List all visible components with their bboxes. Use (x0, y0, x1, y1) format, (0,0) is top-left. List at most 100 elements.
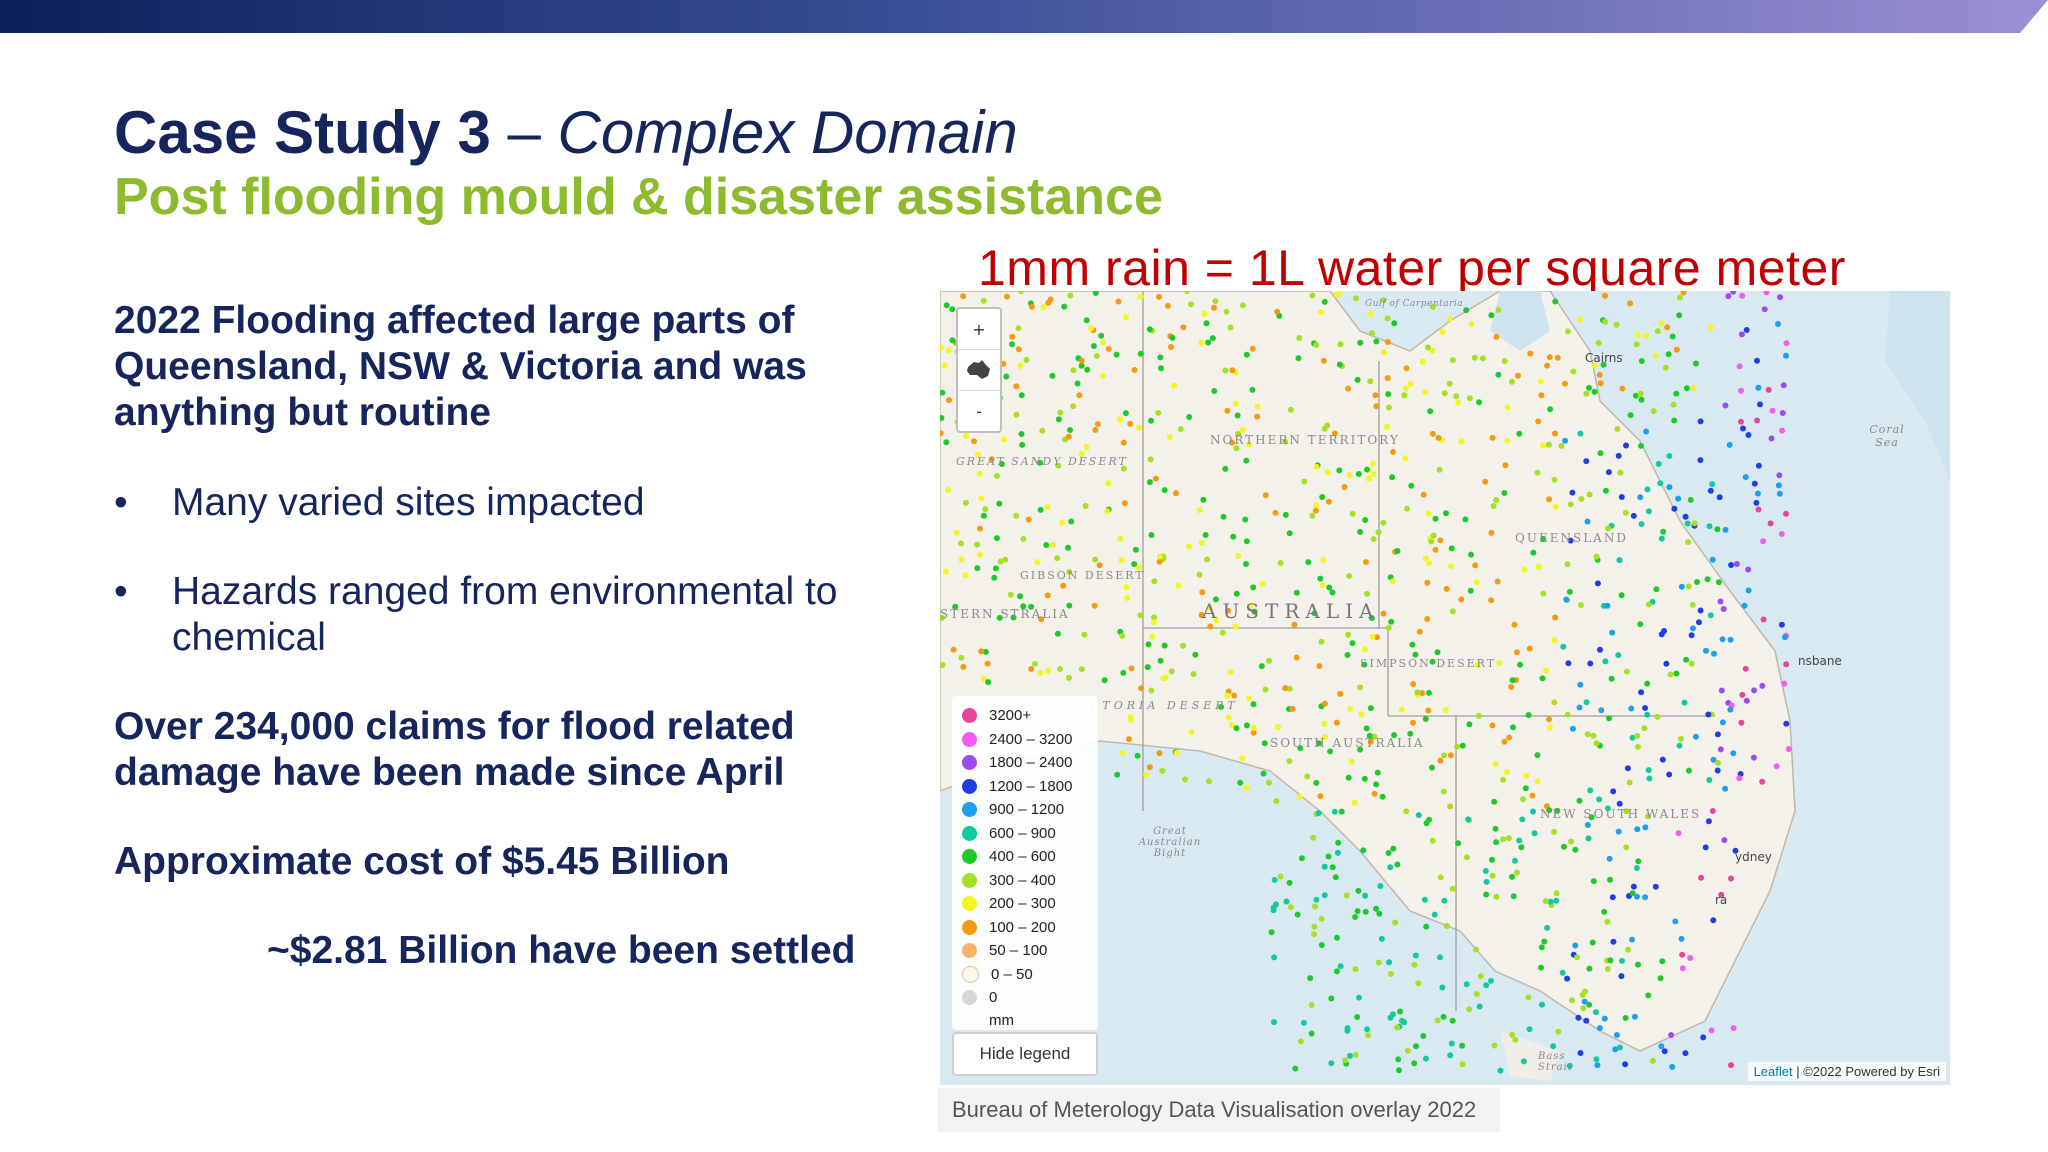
station-dot (1535, 563, 1542, 570)
station-dot (1751, 687, 1758, 694)
station-dot (1206, 778, 1213, 785)
station-dot (1120, 439, 1127, 446)
map-canvas[interactable] (940, 291, 1950, 1085)
station-dot (1366, 475, 1372, 482)
station-dot (1243, 784, 1250, 791)
station-dot (1286, 758, 1293, 765)
station-dot (1520, 1058, 1527, 1065)
label-australia: AUSTRALIA (1202, 599, 1380, 623)
station-dot (1018, 431, 1025, 437)
station-dot (1727, 706, 1734, 713)
station-dot (1293, 589, 1300, 596)
station-dot (1282, 685, 1289, 692)
station-dot (1589, 939, 1596, 946)
label-coral-sea: Coral Sea (1869, 423, 1905, 449)
station-dot (1121, 500, 1128, 507)
station-dot (1657, 480, 1664, 487)
station-dot (1697, 418, 1704, 425)
station-dot (1675, 830, 1682, 837)
station-dot (1113, 351, 1120, 358)
station-dot (980, 297, 987, 304)
station-dot (1065, 433, 1072, 440)
station-dot (1540, 442, 1546, 449)
zoom-out-button[interactable]: - (976, 401, 982, 421)
station-dot (1318, 942, 1325, 948)
station-dot (1341, 484, 1348, 490)
station-dot (988, 456, 995, 463)
station-dot (1235, 552, 1242, 559)
station-dot (1239, 755, 1246, 762)
station-dot (1742, 665, 1749, 672)
station-dot (1413, 1043, 1419, 1050)
station-dot (1443, 585, 1450, 592)
station-dot (1596, 796, 1603, 803)
station-dot (1353, 295, 1359, 302)
station-dot (1384, 339, 1391, 345)
legend-rows: 3200+ 2400 – 3200 1800 – 2400 1200 – 1800 90… (962, 704, 1088, 1010)
station-dot (1514, 649, 1520, 656)
station-dot (1652, 352, 1659, 359)
station-dot (1164, 302, 1171, 309)
zoom-in-button[interactable]: + (958, 309, 1000, 350)
station-dot (1736, 775, 1743, 782)
station-dot (1662, 364, 1669, 371)
station-dot (1345, 385, 1352, 392)
station-dot (1566, 1062, 1573, 1069)
station-dot (1401, 1019, 1408, 1026)
station-dot (1078, 666, 1085, 673)
station-dot (1119, 632, 1126, 639)
station-dot (1722, 402, 1729, 409)
station-dot (976, 525, 983, 532)
station-dot (1458, 596, 1465, 603)
bullet-marker: • (114, 570, 128, 613)
station-dot (1773, 763, 1780, 770)
station-dot (1128, 665, 1135, 672)
station-dot (1441, 390, 1448, 397)
station-dot (1220, 513, 1227, 520)
station-dot (1581, 998, 1588, 1005)
station-dot (1311, 931, 1318, 938)
station-dot (1186, 414, 1193, 420)
station-dot (1313, 779, 1320, 786)
station-dot (1082, 503, 1089, 509)
station-dot (1333, 719, 1340, 726)
station-dot (949, 337, 956, 344)
station-dot (1397, 1008, 1403, 1015)
station-dot (950, 646, 957, 653)
station-dot (1125, 736, 1132, 743)
station-dot (1634, 743, 1641, 750)
station-dot (1547, 406, 1554, 413)
station-dot (1380, 297, 1387, 304)
station-dot (1512, 857, 1518, 864)
station-dot (1321, 298, 1328, 305)
legend-label: 1200 – 1800 (989, 777, 1073, 795)
station-dot (1564, 561, 1571, 568)
station-dot (1708, 324, 1714, 331)
station-dot (1207, 623, 1214, 630)
claims-paragraph: Over 234,000 claims for flood related da… (114, 704, 795, 796)
station-dot (1132, 546, 1139, 553)
australia-reset-icon[interactable] (958, 350, 1000, 391)
station-dot (1148, 532, 1155, 538)
station-dot (1584, 731, 1591, 738)
hide-legend-button[interactable]: Hide legend (952, 1032, 1098, 1076)
station-dot (1212, 596, 1219, 603)
station-dot (1313, 502, 1320, 509)
station-dot (991, 574, 998, 581)
station-dot (1144, 664, 1151, 671)
station-dot (1317, 793, 1324, 800)
station-dot (1229, 722, 1235, 728)
station-dot (1613, 1032, 1620, 1038)
leaflet-link[interactable]: Leaflet (1753, 1064, 1793, 1079)
station-dot (1545, 441, 1552, 448)
legend-label: 900 – 1200 (989, 801, 1065, 819)
station-dot (1335, 839, 1342, 846)
station-dot (1730, 1025, 1737, 1032)
station-dot (1352, 1051, 1359, 1058)
rainfall-map[interactable]: Gulf of Carpentaria NORTHERN TERRITORY G… (940, 291, 1950, 1085)
station-dot (1754, 490, 1761, 497)
station-dot (1551, 637, 1558, 644)
station-dot (1367, 378, 1374, 385)
station-dot (1249, 386, 1256, 393)
station-dot (1594, 1062, 1601, 1069)
